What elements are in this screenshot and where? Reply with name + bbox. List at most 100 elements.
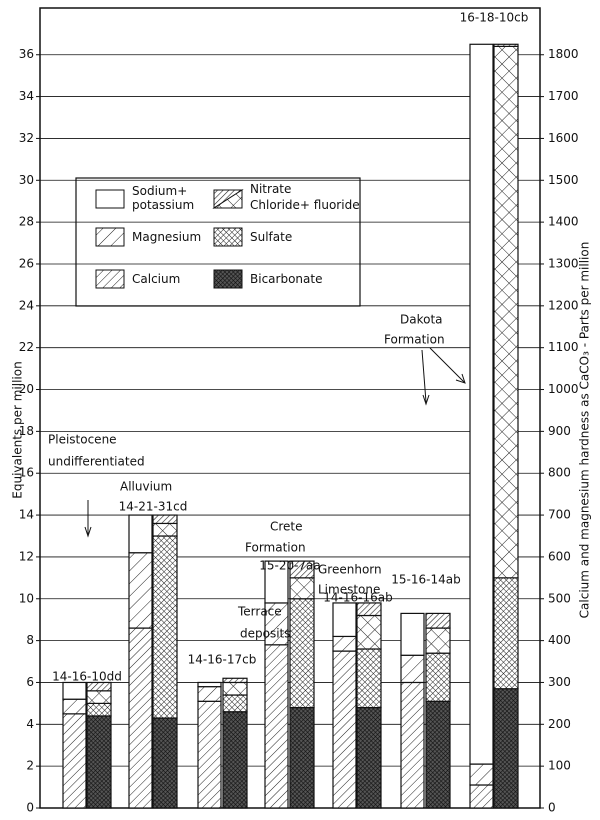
y2-tick-label: 1200 <box>548 298 579 312</box>
bar-segment <box>425 627 451 654</box>
legend-label: Sodium+ potassium <box>132 184 195 212</box>
y2-tick-label: 900 <box>548 424 571 438</box>
bar-segment <box>356 602 382 617</box>
y2-tick-label: 800 <box>548 466 571 480</box>
y-tick-label: 0 <box>26 801 34 815</box>
bar-segment <box>425 612 451 629</box>
arrow <box>421 349 427 403</box>
bar-segment <box>197 686 222 702</box>
arrow-head <box>84 526 92 538</box>
legend-label: Nitrate <box>250 182 292 196</box>
y-tick-label: 4 <box>26 717 34 731</box>
bar-segment <box>152 717 178 809</box>
bar-segment <box>493 45 519 579</box>
legend-label: Bicarbonate <box>250 272 323 286</box>
bar-segment <box>222 681 248 696</box>
y2-tick-label: 400 <box>548 633 571 647</box>
bar-segment <box>332 602 357 638</box>
bar-segment <box>86 690 112 704</box>
bar-segment <box>400 654 425 684</box>
legend-swatch <box>212 189 243 209</box>
well-label: 14-16-10dd <box>52 670 122 684</box>
y2-tick-label: 600 <box>548 549 571 563</box>
bar-segment <box>493 688 519 809</box>
legend-swatch <box>213 269 243 289</box>
y-tick-label: 6 <box>26 675 34 689</box>
bar-segment <box>289 598 315 709</box>
annotation: undifferentiated <box>48 455 145 469</box>
annotation-arrows <box>84 347 466 538</box>
legend-swatch <box>213 227 243 247</box>
annotation: Terrace <box>237 605 282 619</box>
bar-segment <box>86 715 112 809</box>
well-label: 14-21-31cd <box>119 500 188 514</box>
y2-tick-label: 1800 <box>548 47 579 61</box>
y2-tick-label: 300 <box>548 675 571 689</box>
y-tick-label: 8 <box>26 633 34 647</box>
bar-segment <box>222 694 248 713</box>
bar-segment <box>222 677 248 684</box>
bar-segment <box>264 560 289 604</box>
y-tick-label: 16 <box>19 466 34 480</box>
bar-segment <box>128 552 153 629</box>
y2-tick-label: 1300 <box>548 256 579 270</box>
bar-segment <box>152 514 178 525</box>
well-label: 15-20-7aa <box>259 559 321 573</box>
well-label: 16-18-10cb <box>460 11 529 25</box>
y-tick-label: 28 <box>19 215 34 229</box>
bar-segment <box>425 700 451 809</box>
y-tick-label: 30 <box>19 173 34 187</box>
annotation: Greenhorn <box>318 563 382 577</box>
y2-tick-label: 1600 <box>548 131 579 145</box>
y-tick-label: 20 <box>19 382 34 396</box>
bar-segment <box>469 43 494 765</box>
y2-tick-label: 1100 <box>548 340 579 354</box>
bar-segment <box>332 650 357 809</box>
y2-tick-label: 1400 <box>548 215 579 229</box>
y-tick-label: 22 <box>19 340 34 354</box>
y2-axis-label: Calcium and magnesium hardness as CaCO₃ … <box>578 242 592 619</box>
annotation: deposits <box>240 627 291 641</box>
bar-segment <box>62 713 87 809</box>
bar-segment <box>152 522 178 537</box>
y-tick-label: 36 <box>19 47 34 61</box>
y-tick-label: 24 <box>19 298 34 312</box>
bar-segment <box>222 711 248 809</box>
bar-segment <box>62 681 87 700</box>
bar-segment <box>128 627 153 809</box>
annotation: Formation <box>245 541 306 555</box>
y-tick-label: 26 <box>19 256 34 270</box>
y-tick-label: 12 <box>19 549 34 563</box>
bar-segment <box>197 700 222 809</box>
well-label: 14-16-17cb <box>188 653 257 667</box>
legend-swatch <box>95 189 125 209</box>
bar-segment <box>86 681 112 692</box>
legend-label: Chloride+ fluoride <box>250 198 360 212</box>
legend-label: Magnesium <box>132 230 202 244</box>
bar-segment <box>400 612 425 656</box>
arrow-head <box>422 394 430 406</box>
bar-segment <box>493 577 519 690</box>
bar-segment <box>469 784 494 809</box>
bar-segment <box>289 706 315 809</box>
legend-label: Sulfate <box>250 230 293 244</box>
y2-tick-label: 0 <box>548 801 556 815</box>
legend-label: Calcium <box>132 272 181 286</box>
legend-swatch <box>95 269 125 289</box>
bar-segment <box>264 644 289 809</box>
bar-segment <box>289 577 315 600</box>
bar-segment <box>332 635 357 652</box>
y2-tick-label: 500 <box>548 591 571 605</box>
bar-segment <box>128 514 153 554</box>
annotation: Dakota <box>400 313 443 327</box>
y-tick-label: 2 <box>26 759 34 773</box>
annotation: Crete <box>270 520 303 534</box>
well-label: 15-16-14ab <box>391 573 460 587</box>
bar-segment <box>493 43 519 47</box>
bar-segment <box>400 681 425 809</box>
annotation: Limestone <box>318 583 380 597</box>
y-axis-label: Equivalents per million <box>11 361 25 498</box>
y-tick-label: 34 <box>19 89 34 103</box>
